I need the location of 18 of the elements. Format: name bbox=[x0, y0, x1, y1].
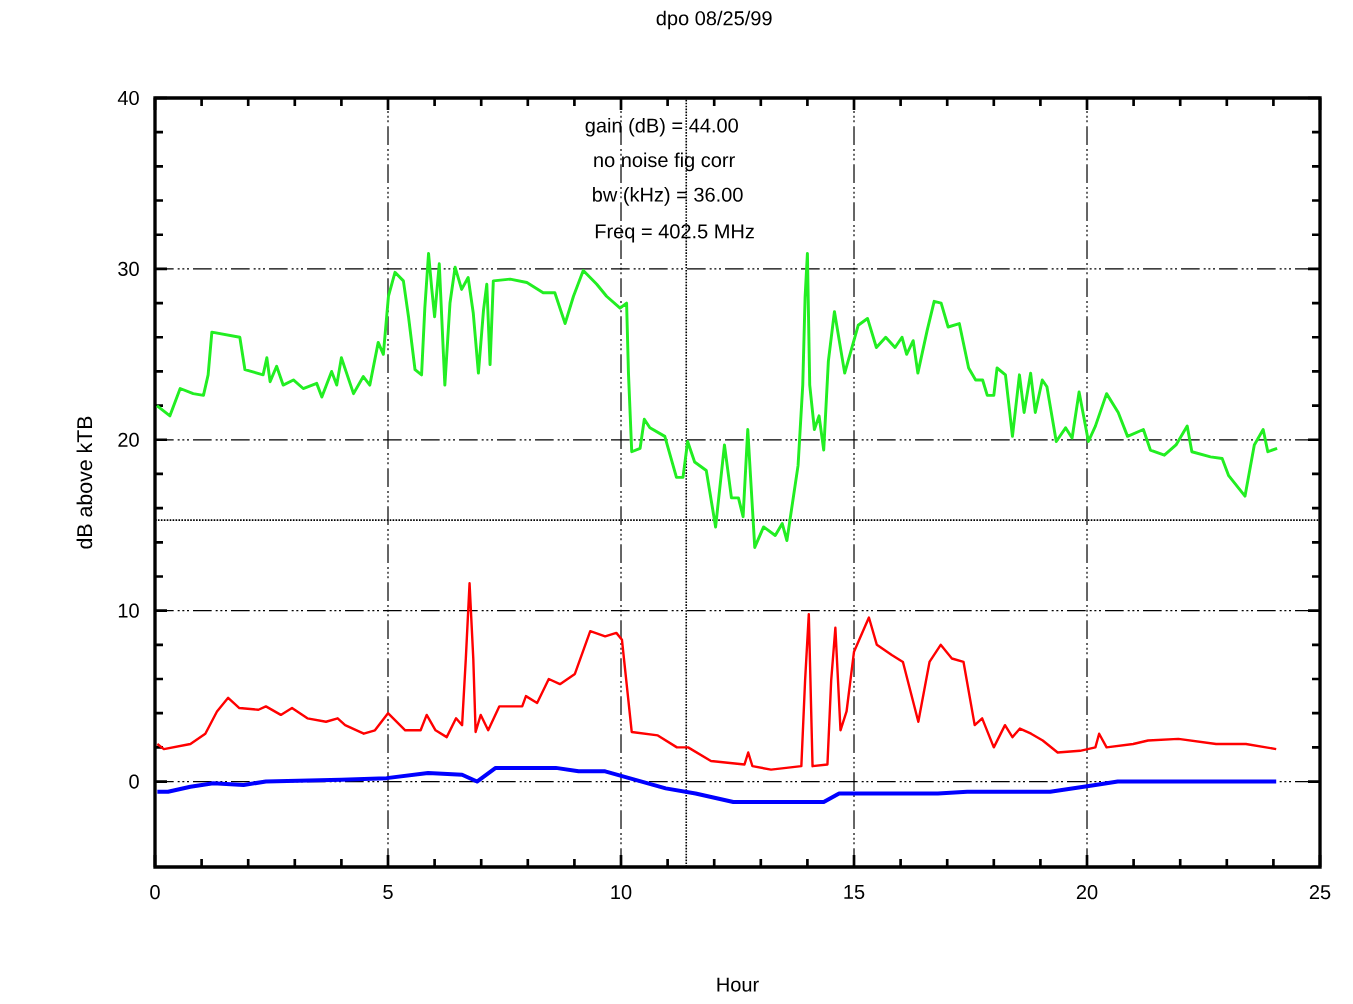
x-tick-label: 10 bbox=[611, 885, 632, 900]
annotation: Freq = 402.5 MHz bbox=[595, 224, 754, 243]
x-tick-label: 15 bbox=[844, 885, 865, 899]
x-tick-label: 25 bbox=[1309, 885, 1331, 900]
annotation: gain (dB) = 44.00 bbox=[585, 117, 738, 137]
y-tick-label: 10 bbox=[118, 603, 139, 618]
x-axis-title: Hour bbox=[717, 977, 759, 992]
y-tick-label: 30 bbox=[118, 261, 139, 276]
annotation: no noise fig corr bbox=[594, 152, 735, 172]
chart-title: dpo 08/25/99 bbox=[656, 10, 772, 30]
y-tick-label: 40 bbox=[117, 90, 139, 106]
x-tick-label: 20 bbox=[1076, 885, 1098, 900]
x-tick-label: 5 bbox=[383, 885, 393, 899]
annotation: bw (kHz) = 36.00 bbox=[593, 187, 743, 206]
y-tick-label: 0 bbox=[129, 774, 139, 789]
y-tick-label: 20 bbox=[118, 432, 139, 447]
y-axis-title: dB above kTB bbox=[76, 416, 93, 549]
x-tick-label: 0 bbox=[150, 885, 160, 900]
